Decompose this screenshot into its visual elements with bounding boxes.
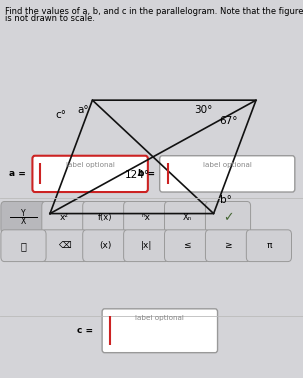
Text: Find the values of a, b, and c in the parallelogram. Note that the figure: Find the values of a, b, and c in the pa…: [5, 7, 303, 16]
FancyBboxPatch shape: [124, 201, 169, 233]
Text: (x): (x): [99, 241, 112, 250]
Text: ✓: ✓: [223, 211, 233, 224]
Text: 124°: 124°: [125, 170, 150, 180]
Text: Y: Y: [21, 209, 26, 218]
Text: 67°: 67°: [219, 116, 238, 126]
Text: 🗑: 🗑: [21, 241, 26, 251]
FancyBboxPatch shape: [42, 230, 87, 262]
FancyBboxPatch shape: [1, 201, 46, 233]
Text: x²: x²: [60, 213, 69, 222]
Text: |x|: |x|: [141, 241, 152, 250]
Text: ≤: ≤: [183, 241, 191, 250]
FancyBboxPatch shape: [124, 230, 169, 262]
Text: is not drawn to scale.: is not drawn to scale.: [5, 14, 95, 23]
Text: label optional: label optional: [203, 162, 252, 168]
FancyBboxPatch shape: [205, 230, 251, 262]
Text: ⌫: ⌫: [58, 241, 71, 250]
FancyBboxPatch shape: [165, 230, 210, 262]
FancyBboxPatch shape: [42, 201, 87, 233]
FancyBboxPatch shape: [205, 201, 251, 233]
Text: a°: a°: [78, 105, 89, 115]
FancyBboxPatch shape: [83, 201, 128, 233]
FancyBboxPatch shape: [83, 230, 128, 262]
Text: a =: a =: [9, 169, 26, 178]
FancyBboxPatch shape: [246, 230, 291, 262]
Text: 30°: 30°: [194, 105, 212, 115]
Text: X: X: [21, 217, 26, 226]
Text: c =: c =: [77, 326, 93, 335]
Text: ⁿx: ⁿx: [142, 213, 151, 222]
Text: ≥: ≥: [224, 241, 232, 250]
Text: b =: b =: [138, 169, 155, 178]
Text: b°: b°: [220, 195, 232, 205]
Text: Xₙ: Xₙ: [182, 213, 192, 222]
Text: label optional: label optional: [66, 162, 115, 168]
FancyBboxPatch shape: [160, 156, 295, 192]
FancyBboxPatch shape: [32, 156, 148, 192]
FancyBboxPatch shape: [102, 309, 218, 353]
Text: label optional: label optional: [135, 315, 184, 321]
Text: c°: c°: [55, 110, 66, 120]
FancyBboxPatch shape: [165, 201, 210, 233]
FancyBboxPatch shape: [1, 230, 46, 262]
Text: π: π: [266, 241, 272, 250]
Text: f(x): f(x): [98, 213, 112, 222]
